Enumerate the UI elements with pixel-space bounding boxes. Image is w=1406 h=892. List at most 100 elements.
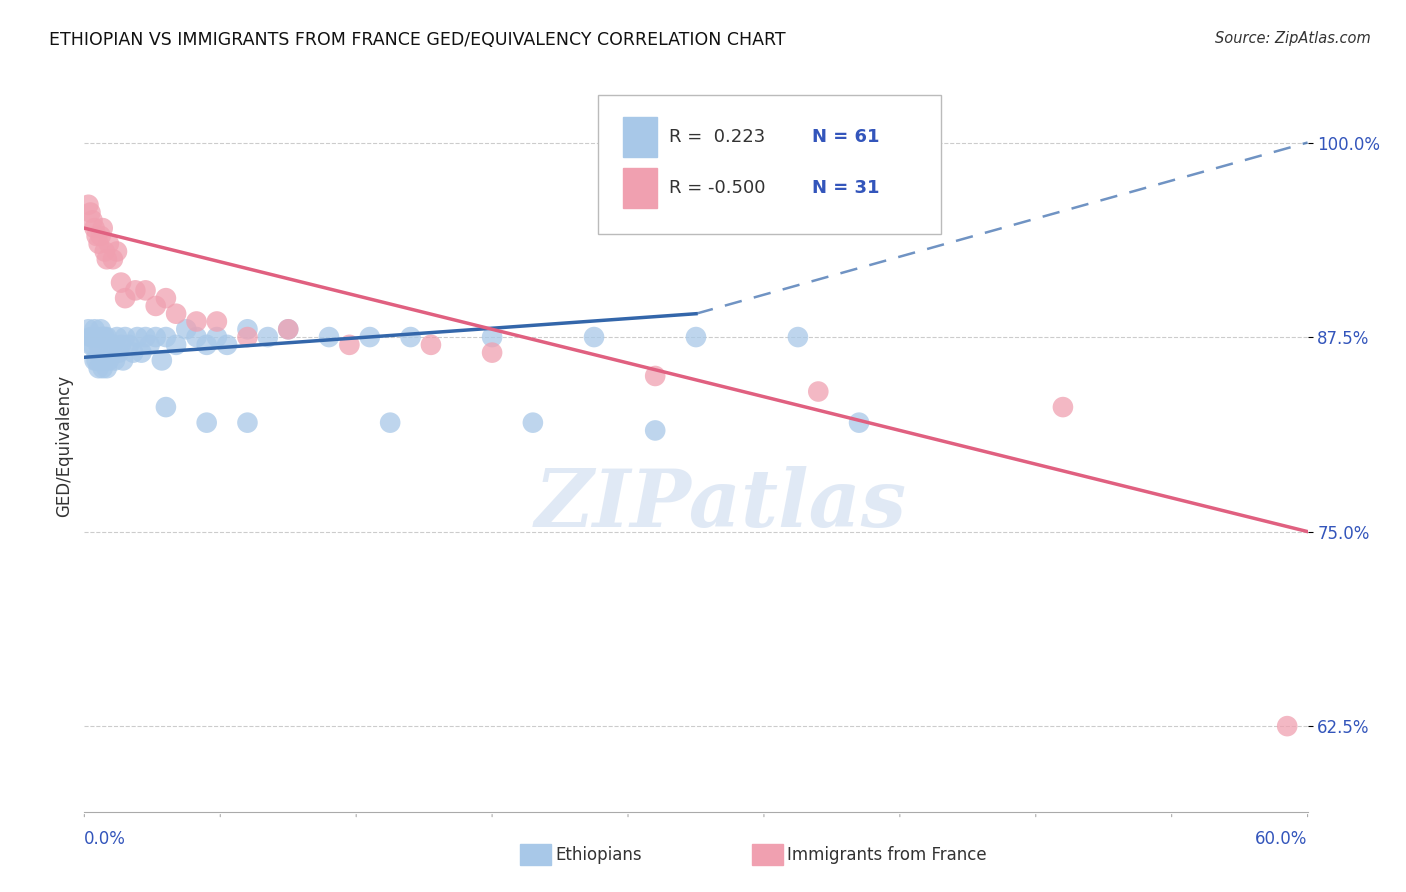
Point: [1277, 719, 1299, 733]
Point: [96, 330, 118, 344]
Point: [236, 330, 259, 344]
Point: [79, 205, 101, 219]
Point: [108, 345, 131, 359]
Point: [93, 353, 115, 368]
Text: ETHIOPIAN VS IMMIGRANTS FROM FRANCE GED/EQUIVALENCY CORRELATION CHART: ETHIOPIAN VS IMMIGRANTS FROM FRANCE GED/…: [49, 31, 786, 49]
FancyBboxPatch shape: [598, 95, 941, 234]
Point: [114, 291, 136, 305]
Text: N = 31: N = 31: [813, 179, 880, 197]
Point: [135, 330, 157, 344]
Bar: [623, 168, 657, 208]
Point: [97, 338, 120, 352]
Point: [481, 330, 503, 344]
Point: [124, 284, 146, 298]
Point: [82, 330, 104, 344]
Point: [93, 330, 115, 344]
Point: [380, 416, 402, 430]
Point: [359, 330, 381, 344]
Point: [101, 252, 124, 267]
Point: [86, 353, 108, 368]
Point: [77, 322, 100, 336]
Point: [131, 345, 153, 359]
Point: [399, 330, 422, 344]
Point: [79, 330, 101, 344]
Point: [138, 338, 160, 352]
Point: [217, 338, 239, 352]
Point: [1052, 400, 1074, 414]
Point: [522, 416, 544, 430]
Point: [277, 322, 299, 336]
Point: [127, 330, 149, 344]
Text: 0.0%: 0.0%: [84, 830, 127, 848]
Point: [104, 353, 127, 368]
Point: [787, 330, 810, 344]
Point: [186, 330, 208, 344]
Point: [77, 198, 100, 212]
Bar: [623, 117, 657, 157]
Point: [205, 314, 228, 328]
Point: [155, 291, 177, 305]
Point: [91, 221, 114, 235]
Point: [318, 330, 340, 344]
Text: N = 61: N = 61: [813, 128, 880, 146]
Point: [90, 322, 112, 336]
Point: [91, 361, 114, 376]
Text: R = -0.500: R = -0.500: [669, 179, 765, 197]
Point: [83, 322, 105, 336]
Point: [83, 221, 105, 235]
Point: [165, 307, 187, 321]
Point: [257, 330, 280, 344]
Point: [86, 228, 108, 243]
Point: [79, 338, 101, 352]
Point: [87, 361, 110, 376]
Point: [100, 345, 122, 359]
Point: [848, 416, 870, 430]
Point: [110, 276, 132, 290]
Point: [105, 330, 128, 344]
Point: [339, 338, 361, 352]
Point: [195, 416, 218, 430]
Text: Source: ZipAtlas.com: Source: ZipAtlas.com: [1215, 31, 1371, 46]
Text: Ethiopians: Ethiopians: [555, 846, 643, 863]
Point: [90, 353, 112, 368]
Point: [150, 353, 173, 368]
Point: [195, 338, 218, 352]
Point: [96, 361, 118, 376]
Y-axis label: GED/Equivalency: GED/Equivalency: [55, 375, 73, 517]
Point: [583, 330, 606, 344]
Point: [644, 368, 666, 383]
Point: [110, 338, 132, 352]
Text: R =  0.223: R = 0.223: [669, 128, 765, 146]
Point: [90, 228, 112, 243]
Point: [236, 322, 259, 336]
Point: [186, 314, 208, 328]
Text: Immigrants from France: Immigrants from France: [787, 846, 987, 863]
Text: 60.0%: 60.0%: [1256, 830, 1308, 848]
Point: [277, 322, 299, 336]
Point: [114, 330, 136, 344]
Point: [82, 213, 104, 227]
Point: [83, 353, 105, 368]
Point: [644, 424, 666, 438]
Point: [97, 236, 120, 251]
Point: [135, 284, 157, 298]
Point: [91, 330, 114, 344]
Point: [122, 345, 145, 359]
Point: [145, 330, 167, 344]
Point: [86, 330, 108, 344]
Point: [807, 384, 830, 399]
Point: [96, 252, 118, 267]
Point: [481, 345, 503, 359]
Point: [87, 338, 110, 352]
Point: [105, 244, 128, 259]
Point: [174, 322, 197, 336]
Point: [155, 400, 177, 414]
Point: [97, 353, 120, 368]
Point: [685, 330, 707, 344]
Point: [205, 330, 228, 344]
Text: ZIPatlas: ZIPatlas: [534, 466, 907, 543]
Point: [155, 330, 177, 344]
Point: [93, 244, 115, 259]
Point: [236, 416, 259, 430]
Point: [118, 338, 141, 352]
